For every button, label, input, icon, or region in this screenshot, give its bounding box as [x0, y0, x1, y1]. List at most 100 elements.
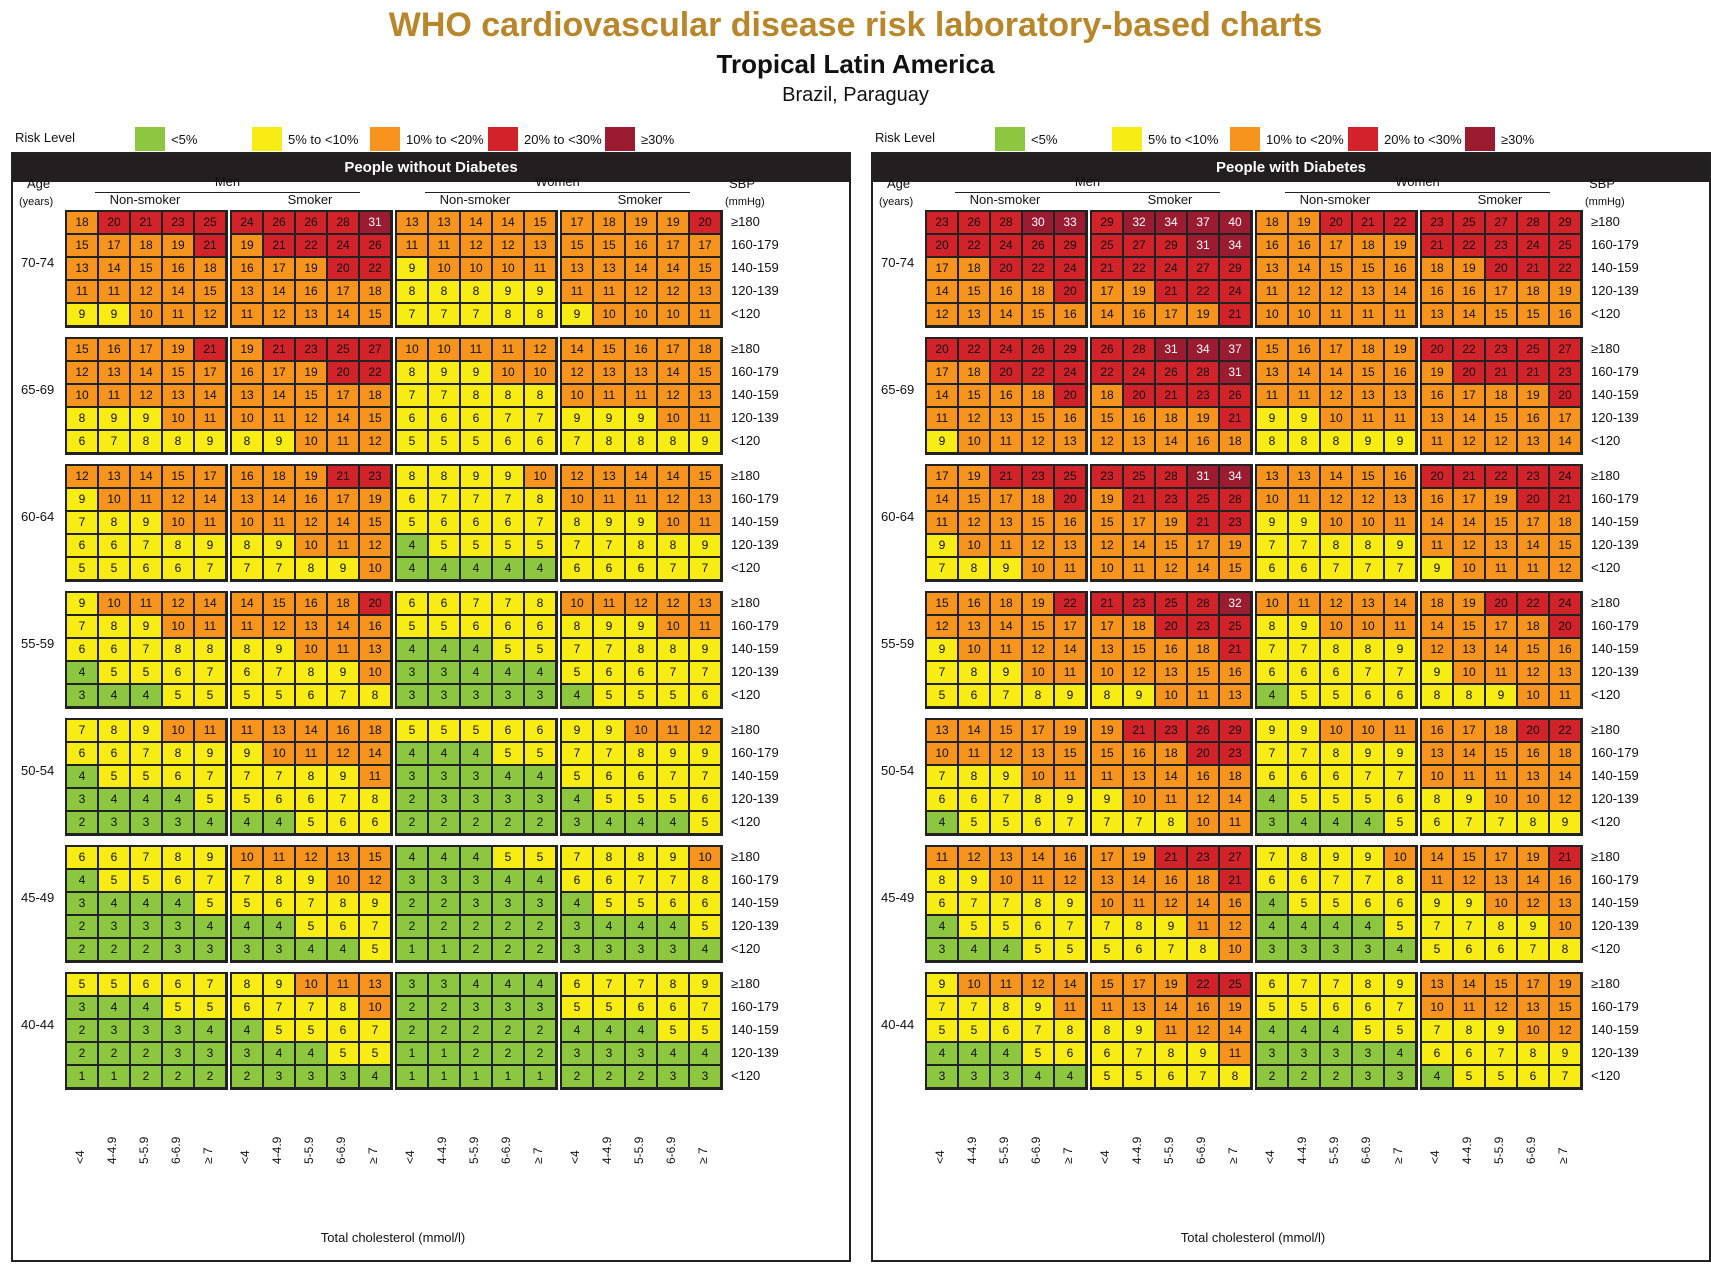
risk-cell: 17 — [1453, 719, 1485, 742]
risk-cell: 6 — [1054, 1042, 1086, 1065]
risk-cell: 5 — [1091, 938, 1123, 961]
risk-cell: 15 — [130, 257, 162, 280]
risk-cell: 6 — [98, 638, 130, 661]
risk-cell: 25 — [1155, 592, 1187, 615]
risk-cell: 5 — [1352, 1019, 1384, 1042]
risk-cell: 8 — [396, 280, 428, 303]
smoker-label: Smoker — [1147, 192, 1193, 207]
risk-cell: 8 — [1022, 684, 1054, 707]
risk-cell: 3 — [396, 765, 428, 788]
risk-cell: 25 — [327, 338, 359, 361]
risk-cell: 10 — [98, 592, 130, 615]
age-group-label: 55-59 — [881, 636, 915, 651]
risk-cell: 15 — [1352, 257, 1384, 280]
risk-cell: 11 — [1054, 996, 1086, 1019]
risk-cell: 13 — [1219, 684, 1251, 707]
risk-cell: 10 — [1091, 892, 1123, 915]
risk-cell: 11 — [689, 303, 721, 326]
risk-cell: 7 — [1288, 638, 1320, 661]
risk-cell: 13 — [1549, 892, 1581, 915]
risk-cell: 12 — [1549, 557, 1581, 580]
risk-cell: 9 — [561, 719, 593, 742]
risk-cell: 11 — [1256, 384, 1288, 407]
risk-grid: 17 19 21 23 25 14 15 17 18 20 11 12 13 15 16 9 10 11 12 13 7… — [925, 464, 1088, 582]
risk-cell: 19 — [1517, 384, 1549, 407]
risk-cell: 11 — [593, 592, 625, 615]
risk-cell: 4 — [1320, 1019, 1352, 1042]
risk-cell: 16 — [1187, 765, 1219, 788]
risk-cell: 13 — [1384, 488, 1416, 511]
risk-cell: 6 — [689, 892, 721, 915]
risk-cell: 11 — [359, 765, 391, 788]
risk-cell: 10 — [162, 615, 194, 638]
risk-cell: 18 — [1549, 511, 1581, 534]
legend-item-label: ≥30% — [641, 131, 675, 147]
risk-grid: 7 8 9 9 10 6 6 7 7 8 4 5 5 6 6 4 4 4 4 5 3 3 3 3 4 — [1255, 845, 1418, 963]
risk-cell: 3 — [130, 915, 162, 938]
risk-grid: 9 10 11 12 14 7 7 8 9 11 5 5 6 7 8 4 4 4 5 6 3 3 3 4 4 — [925, 972, 1088, 1090]
risk-cell: 4 — [359, 1065, 391, 1088]
risk-cell: 12 — [1155, 557, 1187, 580]
risk-cell: 31 — [1187, 465, 1219, 488]
risk-cell: 11 — [990, 534, 1022, 557]
risk-cell: 5 — [98, 661, 130, 684]
risk-cell: 5 — [295, 1019, 327, 1042]
risk-cell: 12 — [66, 465, 98, 488]
risk-cell: 7 — [593, 973, 625, 996]
risk-cell: 1 — [492, 1065, 524, 1088]
sbp-row-label: 120-139 — [731, 791, 779, 806]
risk-cell: 5 — [295, 811, 327, 834]
risk-cell: 1 — [66, 1065, 98, 1088]
risk-cell: 5 — [689, 811, 721, 834]
risk-cell: 17 — [657, 234, 689, 257]
risk-cell: 18 — [1187, 869, 1219, 892]
sbp-row-label: ≥180 — [731, 214, 760, 229]
risk-cell: 29 — [1054, 234, 1086, 257]
risk-cell: 11 — [396, 234, 428, 257]
risk-cell: 27 — [1219, 846, 1251, 869]
risk-cell: 19 — [359, 488, 391, 511]
risk-cell: 10 — [1517, 684, 1549, 707]
risk-cell: 7 — [66, 511, 98, 534]
risk-cell: 19 — [1219, 996, 1251, 1019]
risk-cell: 3 — [561, 811, 593, 834]
risk-cell: 11 — [263, 511, 295, 534]
sbp-row-label: 120-139 — [1591, 1045, 1639, 1060]
risk-grid: 20 22 23 25 27 19 20 21 21 23 16 17 18 19 20 13 14 15 16 17… — [1420, 337, 1583, 455]
risk-cell: 6 — [1320, 996, 1352, 1019]
risk-cell: 4 — [130, 684, 162, 707]
risk-cell: 5 — [231, 684, 263, 707]
risk-cell: 6 — [524, 615, 556, 638]
risk-grid: 16 18 19 21 23 13 14 16 17 19 10 11 12 14 15 8 9 10 11 12 7 7… — [230, 464, 393, 582]
risk-cell: 2 — [66, 915, 98, 938]
risk-cell: 14 — [130, 465, 162, 488]
risk-cell: 13 — [1517, 430, 1549, 453]
risk-cell: 17 — [990, 488, 1022, 511]
risk-cell: 9 — [689, 430, 721, 453]
risk-cell: 7 — [1384, 996, 1416, 1019]
risk-cell: 8 — [1352, 534, 1384, 557]
risk-cell: 5 — [1123, 1065, 1155, 1088]
risk-cell: 9 — [460, 465, 492, 488]
legend-item: <5% — [135, 127, 197, 151]
risk-cell: 3 — [396, 684, 428, 707]
risk-cell: 16 — [98, 338, 130, 361]
risk-cell: 10 — [1352, 511, 1384, 534]
risk-cell: 29 — [1091, 211, 1123, 234]
risk-cell: 8 — [98, 719, 130, 742]
risk-cell: 10 — [295, 534, 327, 557]
risk-cell: 11 — [625, 384, 657, 407]
risk-cell: 16 — [231, 361, 263, 384]
risk-cell: 8 — [958, 661, 990, 684]
risk-cell: 8 — [492, 303, 524, 326]
sbp-row-label: 140-159 — [731, 895, 779, 910]
cholesterol-tick: <4 — [1263, 1150, 1277, 1164]
risk-cell: 7 — [1517, 938, 1549, 961]
sbp-row-label: 120-139 — [731, 918, 779, 933]
sbp-row-label: 140-159 — [1591, 1022, 1639, 1037]
risk-cell: 21 — [1219, 869, 1251, 892]
risk-cell: 7 — [1485, 1042, 1517, 1065]
risk-cell: 4 — [926, 915, 958, 938]
cholesterol-tick: <4 — [1428, 1150, 1442, 1164]
risk-cell: 5 — [66, 973, 98, 996]
